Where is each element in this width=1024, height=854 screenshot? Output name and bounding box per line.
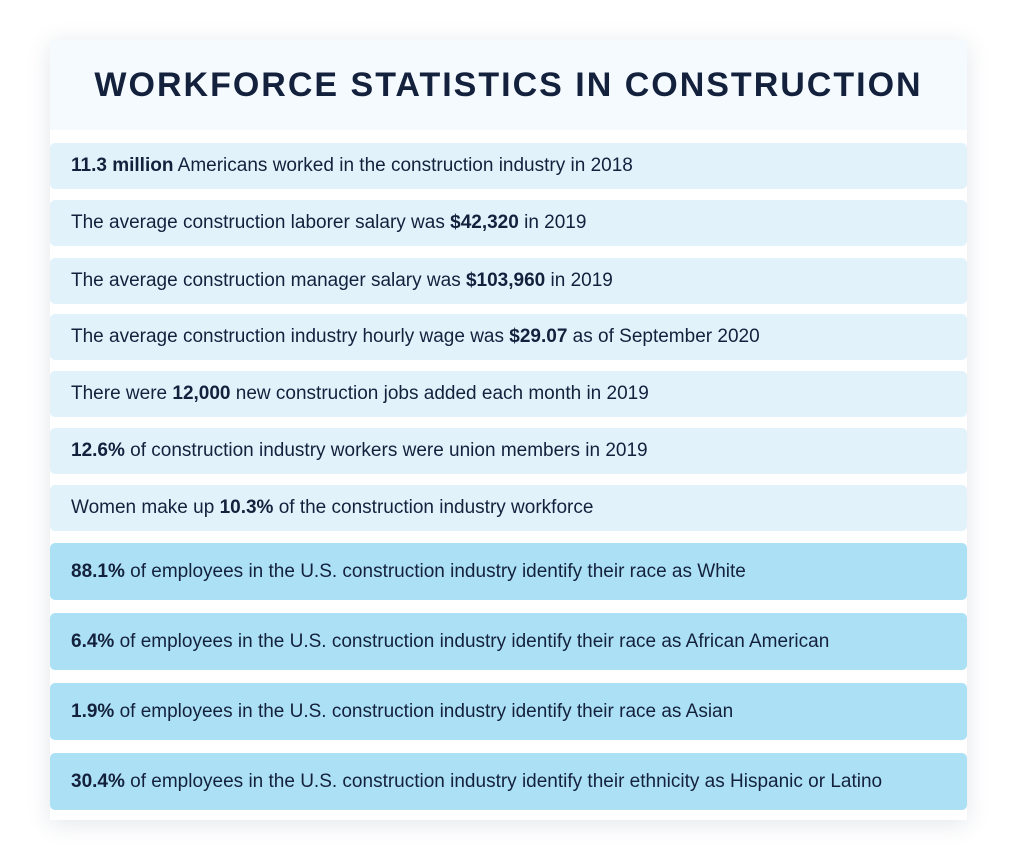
stat-text: Women make up 10.3% of the construction … [71, 497, 594, 518]
stat-row: The average construction industry hourly… [50, 314, 967, 360]
stat-row-race: 1.9% of employees in the U.S. constructi… [50, 683, 967, 740]
stat-highlight: 10.3% [219, 497, 274, 518]
stat-highlight: 12.6% [71, 440, 125, 461]
stat-row: The average construction manager salary … [50, 258, 967, 304]
stat-row-race: 88.1% of employees in the U.S. construct… [50, 543, 967, 600]
stat-highlight: $29.07 [509, 326, 568, 347]
stat-text: 12.6% of construction industry workers w… [71, 440, 648, 461]
stat-text: 30.4% of employees in the U.S. construct… [71, 770, 883, 792]
title-banner: WORKFORCE STATISTICS IN CONSTRUCTION [50, 40, 967, 130]
stat-text: 11.3 million Americans worked in the con… [71, 155, 633, 176]
stat-highlight: $103,960 [465, 270, 546, 291]
stat-text: The average construction laborer salary … [71, 212, 587, 233]
stat-text: 88.1% of employees in the U.S. construct… [71, 560, 746, 582]
stat-text: 1.9% of employees in the U.S. constructi… [71, 700, 734, 722]
stat-row: 11.3 million Americans worked in the con… [50, 143, 967, 189]
stat-row: 12.6% of construction industry workers w… [50, 428, 967, 474]
stat-highlight: 88.1% [71, 560, 125, 582]
stat-text: The average construction manager salary … [71, 270, 613, 291]
stat-text: The average construction industry hourly… [71, 326, 760, 347]
stat-highlight: 12,000 [172, 383, 231, 404]
stat-row: Women make up 10.3% of the construction … [50, 485, 967, 531]
stat-row-race: 6.4% of employees in the U.S. constructi… [50, 613, 967, 670]
stat-text: There were 12,000 new construction jobs … [71, 383, 649, 404]
stat-row-ethnicity: 30.4% of employees in the U.S. construct… [50, 753, 967, 810]
stat-text: 6.4% of employees in the U.S. constructi… [71, 630, 830, 652]
page-title: WORKFORCE STATISTICS IN CONSTRUCTION [94, 65, 923, 104]
stat-highlight: 6.4% [71, 630, 115, 652]
stat-row: The average construction laborer salary … [50, 200, 967, 246]
stat-highlight: 11.3 million [71, 155, 174, 176]
stat-highlight: 30.4% [71, 770, 125, 792]
stat-highlight: $42,320 [450, 212, 519, 233]
stat-row: There were 12,000 new construction jobs … [50, 371, 967, 417]
stat-highlight: 1.9% [71, 700, 115, 722]
